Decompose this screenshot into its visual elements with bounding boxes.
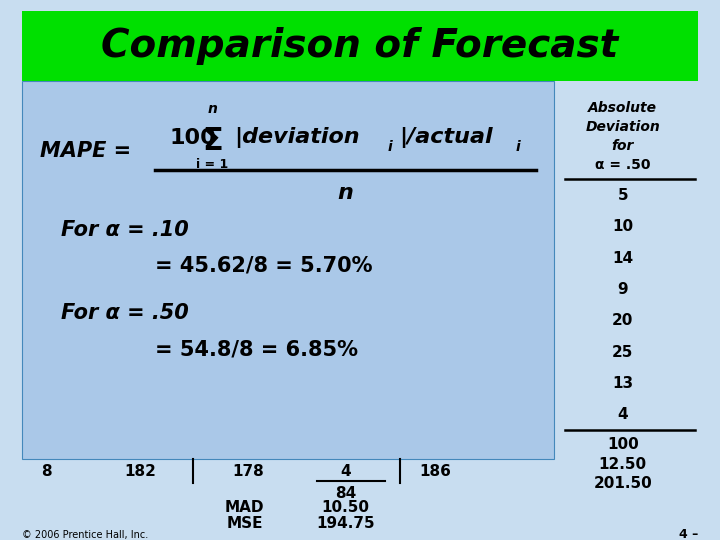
Text: 201.50: 201.50	[593, 476, 652, 491]
Text: 100: 100	[169, 127, 216, 148]
FancyBboxPatch shape	[22, 81, 554, 459]
Text: 10.50: 10.50	[322, 500, 369, 515]
Text: Comparison of Forecast: Comparison of Forecast	[102, 27, 618, 65]
Text: n: n	[207, 102, 217, 116]
Text: For α = .10: For α = .10	[61, 219, 189, 240]
Text: 194.75: 194.75	[316, 516, 375, 531]
Text: Deviation: Deviation	[585, 120, 660, 134]
Text: for: for	[611, 139, 634, 153]
Text: i = 1: i = 1	[197, 158, 228, 171]
Text: α = .50: α = .50	[595, 158, 651, 172]
Text: 4: 4	[618, 407, 628, 422]
Text: 8: 8	[42, 464, 52, 480]
Text: i: i	[387, 140, 392, 154]
Text: Σ: Σ	[202, 127, 222, 156]
Text: = 45.62/8 = 5.70%: = 45.62/8 = 5.70%	[155, 255, 372, 276]
Text: |/actual: |/actual	[400, 127, 493, 148]
Text: 12.50: 12.50	[599, 457, 647, 472]
Text: |deviation: |deviation	[234, 127, 359, 148]
Text: 100: 100	[607, 437, 639, 453]
Text: 20: 20	[612, 313, 634, 328]
Text: MAPE =: MAPE =	[40, 141, 131, 161]
Text: 186: 186	[420, 464, 451, 480]
Text: For α = .50: For α = .50	[61, 303, 189, 323]
Text: © 2006 Prentice Hall, Inc.: © 2006 Prentice Hall, Inc.	[22, 530, 148, 539]
Text: 25: 25	[612, 345, 634, 360]
Text: 13: 13	[612, 376, 634, 391]
Text: Absolute: Absolute	[588, 101, 657, 115]
FancyBboxPatch shape	[22, 11, 698, 81]
Text: = 54.8/8 = 6.85%: = 54.8/8 = 6.85%	[155, 339, 358, 360]
Text: 178: 178	[233, 464, 264, 480]
Text: 4: 4	[341, 464, 351, 480]
Text: 9: 9	[618, 282, 628, 297]
Text: MSE: MSE	[227, 516, 263, 531]
Text: i: i	[516, 140, 521, 154]
Text: 4 –: 4 –	[679, 528, 698, 540]
Text: MAD: MAD	[225, 500, 264, 515]
Text: 5: 5	[618, 188, 628, 203]
Text: 182: 182	[125, 464, 156, 480]
Text: n: n	[338, 183, 354, 204]
Text: 84: 84	[335, 486, 356, 501]
Text: 14: 14	[612, 251, 634, 266]
Text: 10: 10	[612, 219, 634, 234]
